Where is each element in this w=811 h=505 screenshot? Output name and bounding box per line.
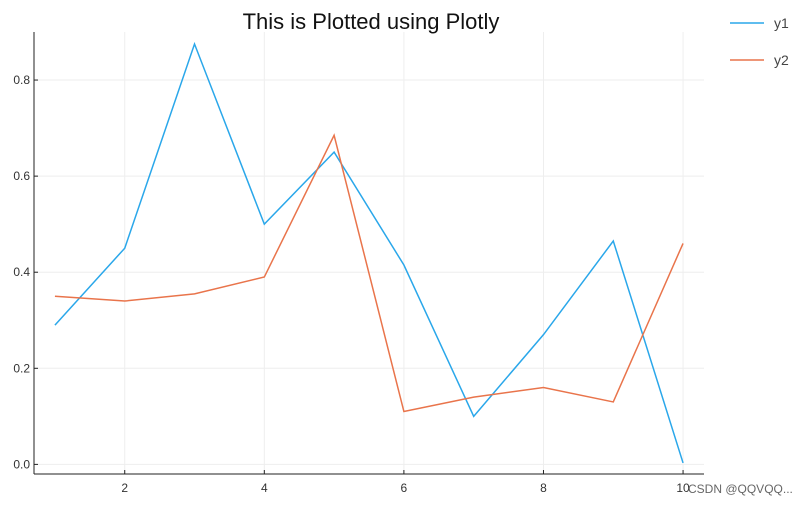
x-tick-label: 4 bbox=[261, 481, 268, 495]
x-tick-label: 2 bbox=[121, 481, 128, 495]
series-line-y1 bbox=[54, 41, 684, 464]
y-tick-label: 0.2 bbox=[13, 361, 30, 375]
y-tick-label: 0.8 bbox=[13, 73, 30, 87]
watermark-text: CSDN @QQVQQ... bbox=[688, 482, 793, 496]
y-tick-label: 0.4 bbox=[13, 265, 30, 279]
x-tick-label: 10 bbox=[676, 481, 690, 495]
series-lines bbox=[54, 41, 684, 464]
y-tick-label: 0.6 bbox=[13, 169, 30, 183]
chart-title: This is Plotted using Plotly bbox=[243, 9, 500, 34]
x-tick-label: 8 bbox=[540, 481, 547, 495]
axes bbox=[33, 32, 704, 475]
tick-labels: 2 4 6 8 10 0.0 0.2 0.4 0.6 0.8 bbox=[13, 73, 690, 495]
series-line-y2 bbox=[54, 133, 684, 413]
y-tick-label: 0.0 bbox=[13, 457, 30, 471]
grid-lines bbox=[34, 32, 704, 474]
legend: y1 y2 bbox=[730, 15, 789, 68]
legend-label-y1: y1 bbox=[774, 15, 789, 31]
x-tick-label: 6 bbox=[401, 481, 408, 495]
legend-label-y2: y2 bbox=[774, 52, 789, 68]
